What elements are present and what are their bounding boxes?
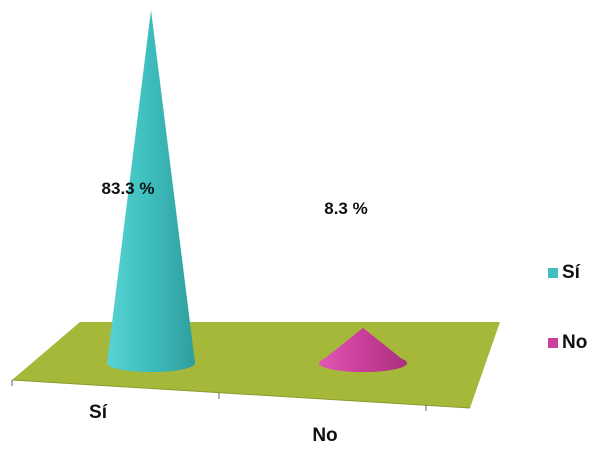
x-tick-label: Sí bbox=[89, 402, 108, 423]
data-label: 83.3 % bbox=[102, 179, 155, 198]
cone-s bbox=[107, 10, 195, 372]
x-axis-line bbox=[11, 379, 471, 409]
legend-swatch-si bbox=[548, 268, 558, 278]
cone-body bbox=[107, 10, 195, 372]
legend-item-si: Sí bbox=[548, 262, 587, 284]
legend-label-si: Sí bbox=[562, 262, 580, 283]
data-label: 8.3 % bbox=[324, 199, 367, 218]
x-tick-label: No bbox=[312, 425, 337, 446]
legend-item-no: No bbox=[548, 332, 587, 354]
legend: Sí No bbox=[548, 262, 587, 402]
cone-no bbox=[319, 327, 407, 372]
legend-swatch-no bbox=[548, 338, 558, 348]
legend-label-no: No bbox=[562, 332, 588, 353]
cone-body bbox=[319, 327, 407, 372]
